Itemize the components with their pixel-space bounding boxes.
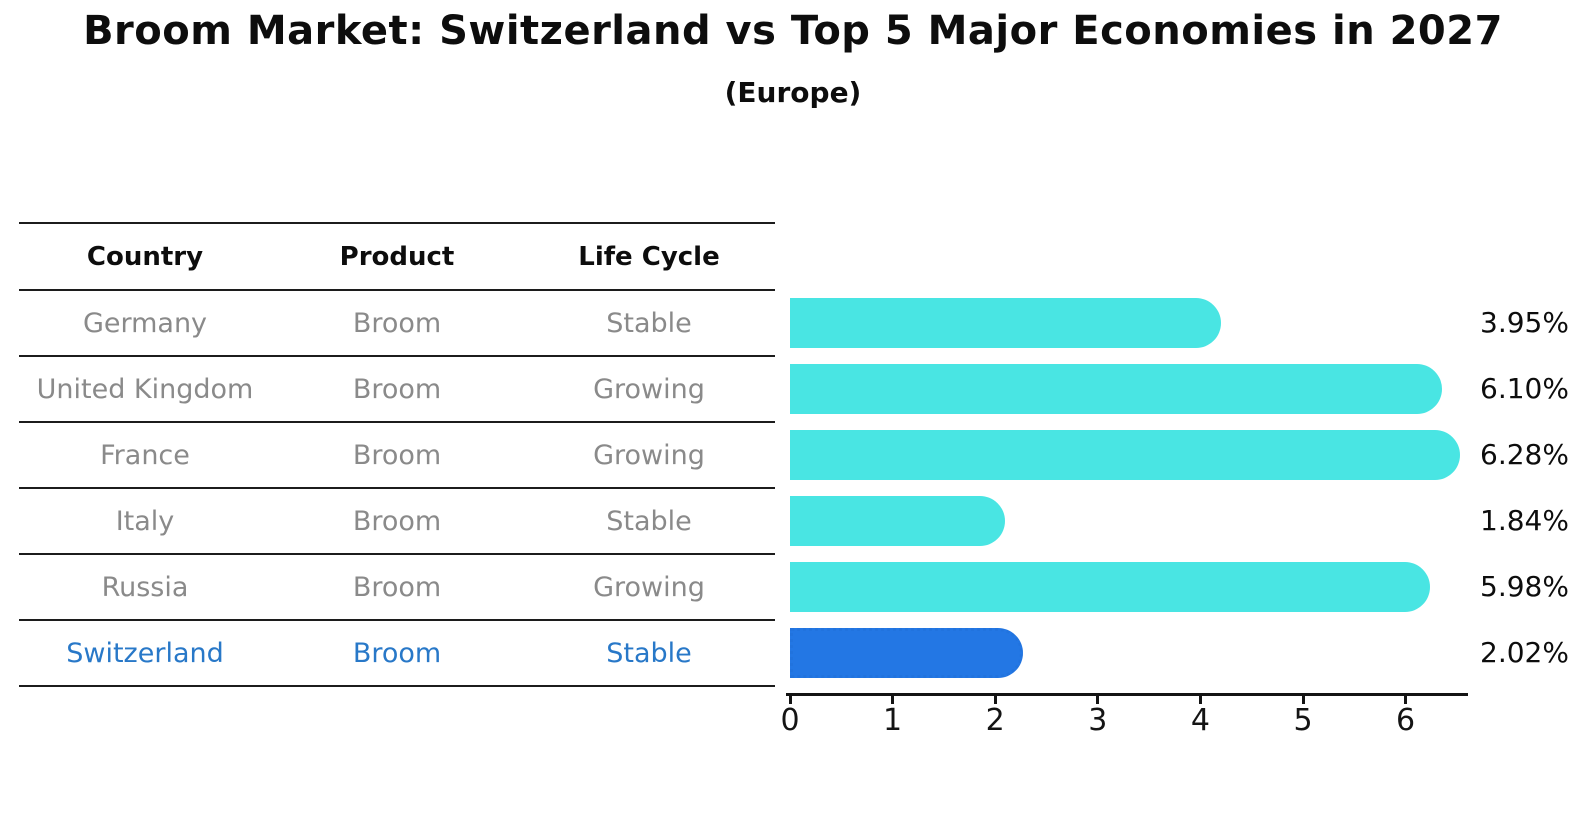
table-cell-country: France [100, 439, 190, 471]
x-axis-tick-label: 3 [1088, 703, 1108, 738]
table-header-row: Country Product Life Cycle [19, 224, 775, 291]
value-label-italy: 1.84% [1480, 504, 1569, 537]
x-axis-tick-label: 2 [985, 703, 1005, 738]
table-body: Germany Broom Stable United Kingdom Broom Gro… [19, 291, 775, 687]
value-label-russia: 5.98% [1480, 570, 1569, 603]
table-cell-life-cycle: Stable [606, 505, 692, 537]
x-axis-tick [788, 696, 792, 704]
table-cell-country: Italy [115, 505, 175, 537]
table-cell-product: Broom [352, 571, 442, 603]
value-label-switzerland: 2.02% [1480, 636, 1569, 669]
table-cell-life-cycle: Stable [606, 307, 692, 339]
table-header-lifecycle: Life Cycle [578, 241, 720, 272]
table-cell-country: Russia [101, 571, 189, 603]
table-cell-country: Switzerland [66, 637, 224, 669]
x-axis-line [786, 693, 1468, 696]
x-axis-tick-label: 6 [1396, 703, 1416, 738]
table-row-germany: Germany Broom Stable [19, 291, 775, 357]
bar-germany [790, 298, 1222, 348]
x-axis-tick-label: 1 [883, 703, 903, 738]
x-axis-tick [1404, 696, 1408, 704]
x-axis-tick [891, 696, 895, 704]
chart-title: Broom Market: Switzerland vs Top 5 Major… [83, 8, 1503, 54]
table-header-country: Country [86, 241, 204, 272]
table-cell-product: Broom [352, 505, 442, 537]
table-cell-life-cycle: Growing [593, 373, 705, 405]
country-table: Country Product Life Cycle Germany Broom S… [19, 222, 775, 687]
x-axis-tick [993, 696, 997, 704]
table-cell-product: Broom [352, 373, 442, 405]
table-cell-life-cycle: Growing [593, 439, 705, 471]
table-cell-life-cycle: Stable [606, 637, 692, 669]
bar-france [790, 430, 1461, 480]
bar-switzerland [790, 628, 1024, 678]
chart-subtitle: (Europe) [724, 76, 862, 109]
table-cell-country: United Kingdom [36, 373, 254, 405]
bar-russia [790, 562, 1430, 612]
table-row-russia: Russia Broom Growing [19, 555, 775, 621]
x-axis-tick [1301, 696, 1305, 704]
table-cell-product: Broom [352, 307, 442, 339]
x-axis-tick [1198, 696, 1202, 704]
x-axis-tick-label: 5 [1293, 703, 1313, 738]
table-header-product: Product [339, 241, 455, 272]
x-axis-tick [1096, 696, 1100, 704]
table-row-france: France Broom Growing [19, 423, 775, 489]
bar-italy [790, 496, 1005, 546]
table-cell-product: Broom [352, 637, 442, 669]
table-row-united-kingdom: United Kingdom Broom Growing [19, 357, 775, 423]
value-label-france: 6.28% [1480, 438, 1569, 471]
value-label-united-kingdom: 6.10% [1480, 372, 1569, 405]
table-cell-country: Germany [82, 307, 208, 339]
table-row-italy: Italy Broom Stable [19, 489, 775, 555]
x-axis-tick-label: 0 [780, 703, 800, 738]
x-axis-tick-label: 4 [1190, 703, 1210, 738]
table-cell-product: Broom [352, 439, 442, 471]
table-cell-life-cycle: Growing [593, 571, 705, 603]
value-label-germany: 3.95% [1480, 306, 1569, 339]
bar-united-kingdom [790, 364, 1442, 414]
table-row-switzerland: Switzerland Broom Stable [19, 621, 775, 687]
